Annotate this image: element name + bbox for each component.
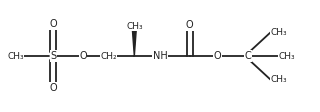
Text: CH₃: CH₃ bbox=[278, 52, 295, 60]
Text: O: O bbox=[50, 83, 57, 93]
Text: C: C bbox=[244, 51, 251, 61]
Text: O: O bbox=[50, 19, 57, 29]
Text: NH: NH bbox=[153, 51, 167, 61]
Text: O: O bbox=[186, 20, 194, 30]
Polygon shape bbox=[132, 26, 137, 56]
Text: CH₃: CH₃ bbox=[271, 75, 287, 84]
Text: CH₃: CH₃ bbox=[7, 52, 24, 60]
Text: CH₂: CH₂ bbox=[100, 52, 117, 60]
Text: CH₃: CH₃ bbox=[126, 22, 143, 31]
Text: CH₃: CH₃ bbox=[271, 28, 287, 37]
Text: O: O bbox=[79, 51, 87, 61]
Text: S: S bbox=[50, 51, 56, 61]
Text: O: O bbox=[213, 51, 221, 61]
